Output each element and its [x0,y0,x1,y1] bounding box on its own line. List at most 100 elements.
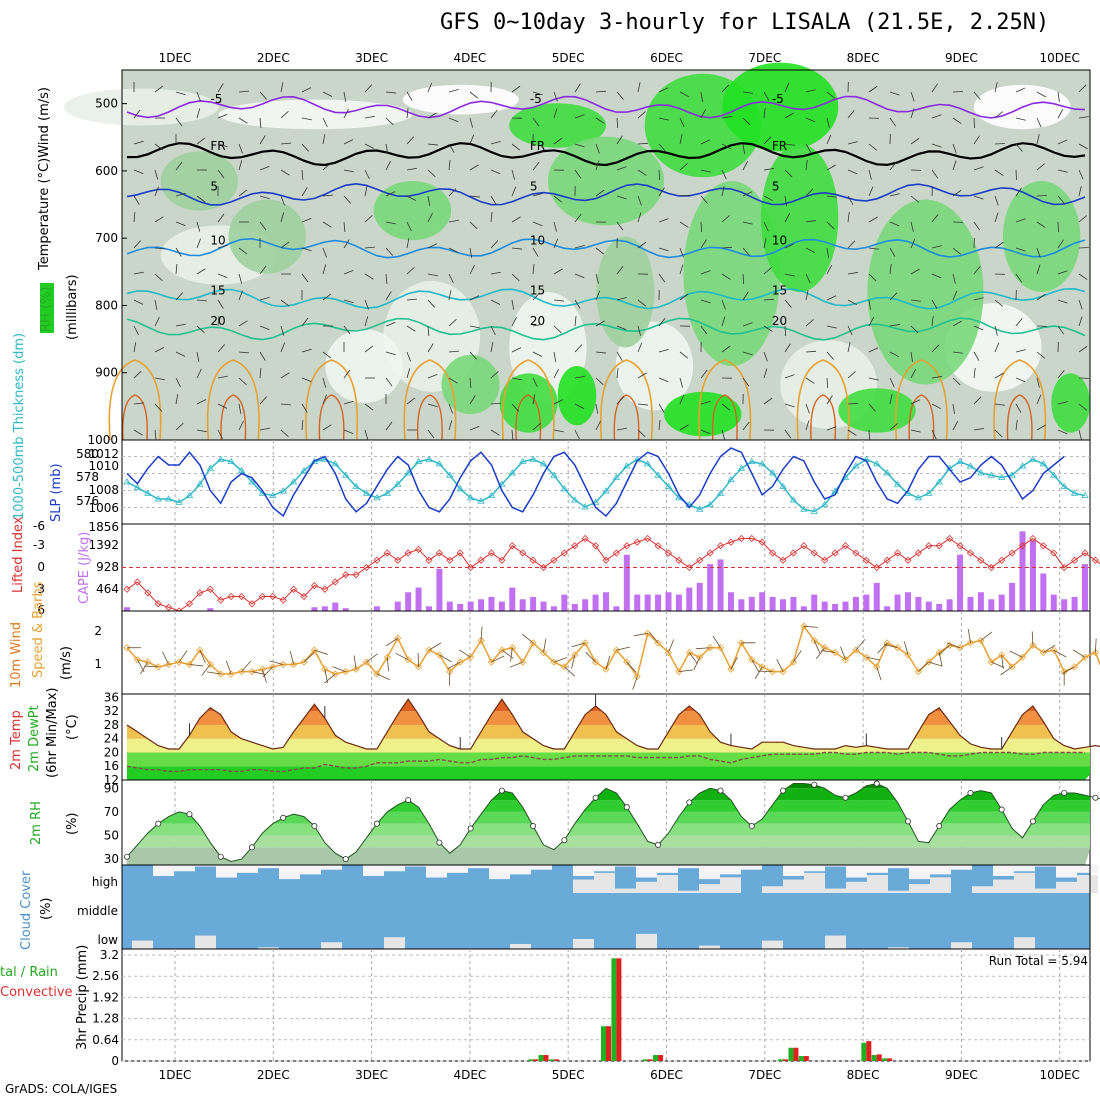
wind-barb [259,265,267,275]
pressure-tick: 900 [95,366,118,380]
wind-barb [952,377,961,386]
wind-barb [448,219,459,223]
thickness-point [768,469,777,476]
wind-barb [196,91,201,102]
lifted-index-point [987,563,995,572]
lifted-index-point [404,549,412,557]
thickness-point [383,489,392,496]
wind-barb [805,117,816,123]
lifted-index-point [727,538,735,546]
wind-barb [385,421,393,431]
rh-point [811,781,818,788]
wind-barb [225,660,232,675]
cape-bar [1029,540,1036,611]
wind-barb [946,642,961,649]
wind-barb [742,247,750,256]
cape-bar [727,592,734,611]
wind-barb [448,350,459,353]
cape-bar [748,596,755,611]
wind-barb [447,661,461,669]
wind-barb [553,268,563,275]
cloud-block-middle [762,886,783,893]
wind-barb [322,293,332,301]
thickness-point [987,471,995,478]
wind-barb [364,84,373,93]
wind-barb [826,295,837,301]
wind-barb [448,273,454,284]
wind-barb [595,290,601,301]
wind-barb [805,420,810,431]
rh-point [124,853,131,860]
precip-tick: 3.2 [100,948,119,962]
wind-barb [343,221,346,232]
lifted-index-point [539,563,548,572]
wind-barb [259,91,267,100]
cape-tick: 1856 [88,520,119,534]
wind-barb [322,377,327,388]
wind-barb [679,394,685,405]
cape-bar [498,601,505,611]
wind-barb [458,649,471,658]
wind-barb [889,351,900,358]
lifted-index-point [456,549,464,557]
wind-barb [532,323,543,327]
wind-barb [1078,299,1083,310]
rh-shade-cell [1051,373,1090,433]
wind-barb [776,658,784,672]
wind-barb [679,264,684,275]
day-label-bottom: 8DEC [847,1068,880,1082]
wind-barb [1078,345,1088,353]
cloud-block-middle [636,881,657,893]
wind-speed-point [217,670,225,678]
wind-barb [175,351,186,357]
rh-shade-cell [402,84,519,115]
wind-barb [406,368,411,379]
wind-speed-point [394,634,402,642]
isotherm-label: 15 [210,284,225,298]
wind-barb [154,169,159,180]
wind-barb [490,371,499,379]
wind-barb [952,117,962,124]
wind-barb [364,215,373,223]
wind-barb [364,429,369,440]
day-label-bottom: 10DEC [1039,1068,1079,1082]
wind-barb [730,656,738,670]
lifted-index-point [841,542,850,550]
precip-convective-bar [876,1054,882,1061]
wind-barb [973,135,980,145]
wind-barb [637,299,647,307]
precip-convective-bar [616,958,622,1061]
wind-barb [616,166,627,171]
warm-contour [122,394,148,441]
wind-barb [259,368,262,379]
wind-barb [973,265,981,275]
wind-barb [280,241,290,249]
cape-bar [769,596,776,611]
wind-barb [595,403,599,414]
rh-axis-label: 2m RH [29,801,44,845]
wind-barb [301,117,312,121]
thickness-point [789,496,798,503]
wind-barb [322,117,328,128]
wind-barb [805,350,817,353]
cape-bar [332,602,339,611]
temp-tick: 28 [104,718,119,732]
thickness-point [352,482,360,489]
wind-barb [826,221,835,230]
day-label-bottom: 9DEC [945,1068,978,1082]
day-label-bottom: 7DEC [748,1068,781,1082]
wind-barb [952,91,964,93]
wind-barb [490,271,501,275]
lifted-index-point [498,556,506,564]
cape-bar [915,596,922,611]
wind-barb [637,372,647,379]
cape-bar [623,554,630,611]
thickness-point [935,478,943,485]
wind-barb [574,403,585,409]
thickness-point [612,473,621,480]
wind-barb [175,91,186,96]
wind-barb [616,646,631,651]
wind-barb [490,402,501,405]
cape-bar [634,594,641,611]
wind-barb [259,396,267,405]
